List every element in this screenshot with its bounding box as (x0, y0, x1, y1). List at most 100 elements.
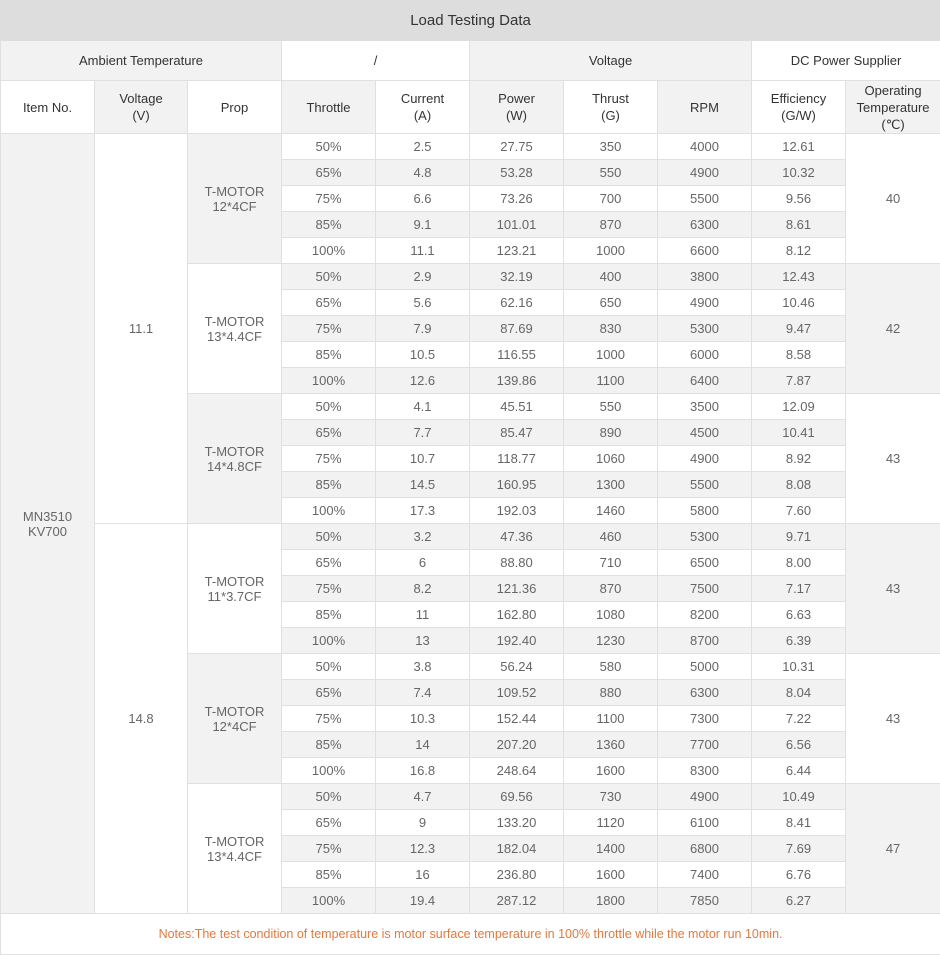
current-cell: 4.1 (376, 394, 470, 420)
efficiency-cell: 9.71 (752, 524, 846, 550)
rpm-cell: 4000 (658, 134, 752, 160)
ambient-temperature-value: / (282, 41, 470, 81)
column-header-prop: Prop (188, 81, 282, 134)
rpm-cell: 5800 (658, 498, 752, 524)
notes-text: Notes:The test condition of temperature … (1, 914, 940, 955)
efficiency-cell: 7.60 (752, 498, 846, 524)
rpm-cell: 5500 (658, 472, 752, 498)
efficiency-cell: 10.31 (752, 654, 846, 680)
throttle-cell: 85% (282, 472, 376, 498)
power-cell: 47.36 (470, 524, 564, 550)
rpm-cell: 6300 (658, 212, 752, 238)
thrust-cell: 870 (564, 576, 658, 602)
thrust-cell: 1460 (564, 498, 658, 524)
column-header-line: Item No. (23, 100, 72, 115)
current-cell: 12.6 (376, 368, 470, 394)
throttle-cell: 85% (282, 342, 376, 368)
thrust-cell: 580 (564, 654, 658, 680)
efficiency-cell: 8.41 (752, 810, 846, 836)
throttle-cell: 100% (282, 238, 376, 264)
current-cell: 2.5 (376, 134, 470, 160)
column-header-line: (V) (132, 108, 149, 123)
thrust-cell: 350 (564, 134, 658, 160)
cell-line: MN3510 (23, 509, 72, 524)
power-cell: 192.40 (470, 628, 564, 654)
column-header-line: (A) (414, 108, 431, 123)
power-cell: 109.52 (470, 680, 564, 706)
throttle-cell: 65% (282, 550, 376, 576)
power-cell: 87.69 (470, 316, 564, 342)
current-cell: 6 (376, 550, 470, 576)
current-cell: 7.4 (376, 680, 470, 706)
current-cell: 10.5 (376, 342, 470, 368)
current-cell: 3.2 (376, 524, 470, 550)
rpm-cell: 8200 (658, 602, 752, 628)
rpm-cell: 7400 (658, 862, 752, 888)
current-cell: 10.3 (376, 706, 470, 732)
column-header-item-no: Item No. (1, 81, 95, 134)
rpm-cell: 7500 (658, 576, 752, 602)
rpm-cell: 6600 (658, 238, 752, 264)
power-cell: 32.19 (470, 264, 564, 290)
cell-line: 14*4.8CF (207, 459, 262, 474)
rpm-cell: 8300 (658, 758, 752, 784)
throttle-cell: 65% (282, 420, 376, 446)
throttle-cell: 50% (282, 264, 376, 290)
rpm-cell: 6800 (658, 836, 752, 862)
column-header-line: RPM (690, 100, 719, 115)
throttle-cell: 65% (282, 290, 376, 316)
column-header-line: (W) (506, 108, 527, 123)
efficiency-cell: 10.46 (752, 290, 846, 316)
thrust-cell: 1800 (564, 888, 658, 914)
current-cell: 6.6 (376, 186, 470, 212)
efficiency-cell: 9.47 (752, 316, 846, 342)
thrust-cell: 1000 (564, 342, 658, 368)
throttle-cell: 65% (282, 810, 376, 836)
thrust-cell: 650 (564, 290, 658, 316)
column-header-line: (G) (601, 108, 620, 123)
efficiency-cell: 8.92 (752, 446, 846, 472)
current-cell: 7.9 (376, 316, 470, 342)
cell-line: 11*3.7CF (208, 589, 262, 604)
rpm-cell: 4900 (658, 784, 752, 810)
column-header-line: Prop (221, 100, 248, 115)
power-cell: 123.21 (470, 238, 564, 264)
efficiency-cell: 7.87 (752, 368, 846, 394)
rpm-cell: 4900 (658, 446, 752, 472)
efficiency-cell: 7.69 (752, 836, 846, 862)
current-cell: 4.8 (376, 160, 470, 186)
power-cell: 69.56 (470, 784, 564, 810)
rpm-cell: 5300 (658, 316, 752, 342)
efficiency-cell: 8.12 (752, 238, 846, 264)
rpm-cell: 5500 (658, 186, 752, 212)
thrust-cell: 1100 (564, 706, 658, 732)
throttle-cell: 85% (282, 212, 376, 238)
throttle-cell: 65% (282, 160, 376, 186)
throttle-cell: 50% (282, 784, 376, 810)
thrust-cell: 1080 (564, 602, 658, 628)
cell-line: T-MOTOR (205, 574, 265, 589)
power-cell: 207.20 (470, 732, 564, 758)
throttle-cell: 85% (282, 732, 376, 758)
cell-line: T-MOTOR (205, 834, 265, 849)
thrust-cell: 880 (564, 680, 658, 706)
rpm-cell: 6400 (658, 368, 752, 394)
operating-temperature-cell: 43 (846, 654, 940, 784)
column-header-thrust: Thrust(G) (564, 81, 658, 134)
rpm-cell: 7850 (658, 888, 752, 914)
thrust-cell: 700 (564, 186, 658, 212)
power-cell: 118.77 (470, 446, 564, 472)
throttle-cell: 85% (282, 862, 376, 888)
cell-line: 12*4CF (212, 719, 256, 734)
ambient-temperature-header: Ambient Temperature (1, 41, 282, 81)
operating-temperature-cell: 47 (846, 784, 940, 914)
current-cell: 14 (376, 732, 470, 758)
efficiency-cell: 10.32 (752, 160, 846, 186)
column-header-line: Current (401, 91, 444, 106)
rpm-cell: 6100 (658, 810, 752, 836)
efficiency-cell: 8.61 (752, 212, 846, 238)
throttle-cell: 75% (282, 446, 376, 472)
